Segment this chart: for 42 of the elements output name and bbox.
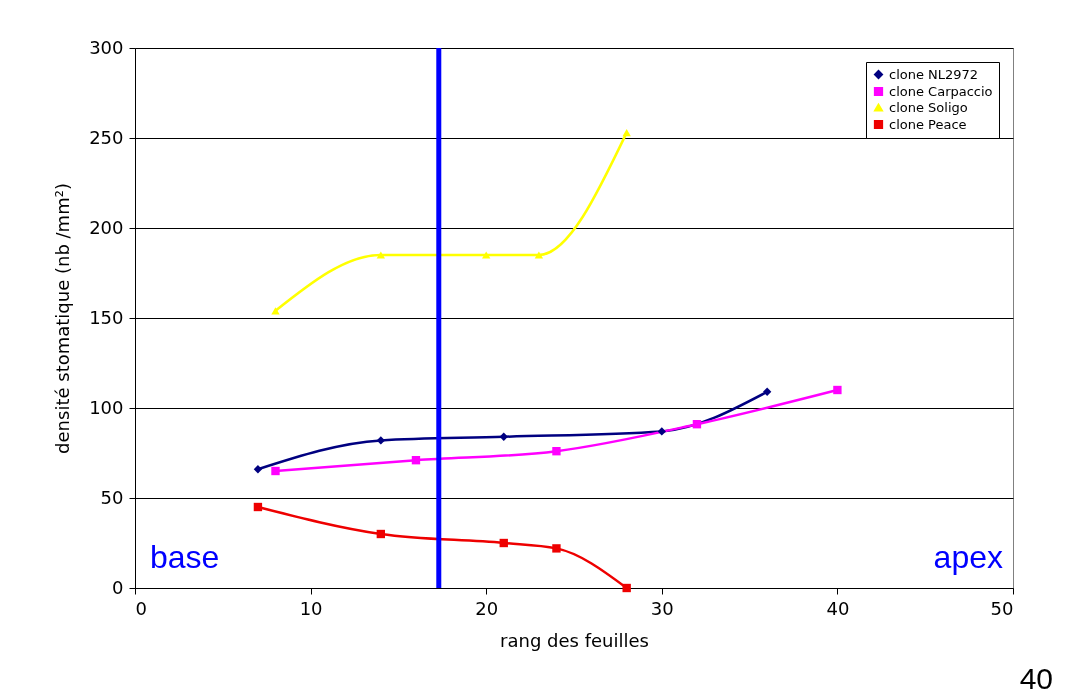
- point: [482, 251, 491, 259]
- y-tick-label: 100: [89, 396, 124, 418]
- legend-label: clone Soligo: [889, 99, 968, 115]
- annotation: apex: [933, 539, 1003, 575]
- point: [271, 307, 280, 315]
- point: [376, 529, 386, 539]
- x-tick-label: 30: [650, 597, 674, 619]
- point: [376, 436, 386, 445]
- point: [552, 447, 561, 456]
- point: [271, 466, 280, 476]
- x-tick-label: 50: [990, 597, 1014, 619]
- y-tick-label: 200: [89, 216, 124, 238]
- point: [499, 432, 508, 441]
- point: [411, 456, 421, 465]
- point: [762, 387, 772, 396]
- text: 40: [1019, 662, 1053, 695]
- annotation: base: [150, 539, 220, 575]
- point: [622, 583, 631, 593]
- legend-label: clone Peace: [889, 116, 967, 132]
- point: [833, 385, 842, 395]
- y-tick-label: 50: [100, 486, 124, 508]
- y-tick-label: 300: [89, 36, 124, 58]
- point: [253, 502, 263, 512]
- point: [692, 420, 702, 429]
- y-tick-label: 150: [89, 306, 124, 328]
- point: [376, 251, 386, 259]
- x-tick-label: 10: [299, 597, 323, 619]
- point: [253, 465, 263, 474]
- x-tick-label: 0: [135, 597, 147, 619]
- legend-label: clone NL2972: [889, 66, 979, 82]
- point: [657, 427, 666, 436]
- y-tick-label: 250: [89, 126, 124, 148]
- y-axis-title: densité stomatique (nb /mm²): [52, 183, 74, 454]
- point: [534, 251, 544, 259]
- y-tick-label: 0: [112, 576, 124, 598]
- point: [499, 538, 508, 548]
- point: [622, 128, 631, 137]
- point: [552, 544, 561, 553]
- x-tick-label: 40: [826, 597, 850, 619]
- x-axis-title: rang des feuilles: [500, 629, 649, 651]
- legend-label: clone Carpaccio: [889, 83, 993, 99]
- x-tick-label: 20: [475, 597, 499, 619]
